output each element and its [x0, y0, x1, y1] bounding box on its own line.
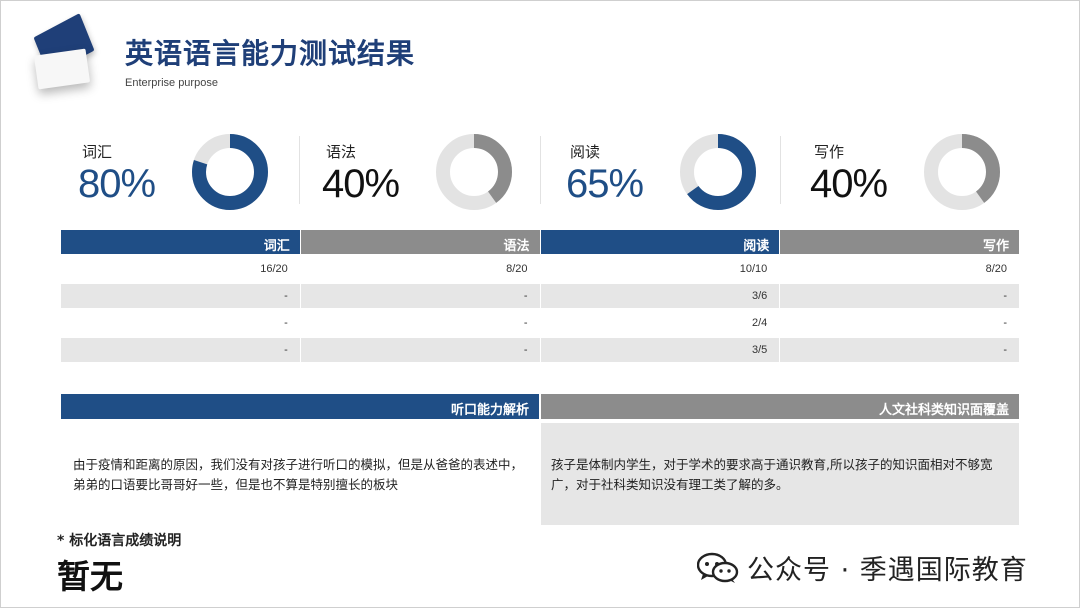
wechat-icon	[697, 552, 739, 583]
stat-vocabulary: 词汇 80%	[62, 132, 292, 214]
stat-percent: 65%	[566, 162, 644, 206]
donut-value-arc	[192, 134, 268, 210]
donut-chart-writing	[924, 134, 1000, 210]
donut-chart-grammar	[436, 134, 512, 210]
table-cell: -	[300, 284, 540, 308]
score-table: 词汇 语法 阅读 写作 16/20 8/20 10/10 8/20 - - 3/…	[61, 230, 1019, 362]
divider	[540, 136, 541, 204]
page-title: 英语语言能力测试结果	[125, 37, 416, 70]
watermark-text: 公众号 · 季遇国际教育	[747, 555, 1028, 586]
table-cell: 10/10	[739, 263, 768, 275]
table-cell: -	[523, 317, 528, 329]
stat-label: 阅读	[570, 143, 601, 161]
stat-reading: 阅读 65%	[550, 132, 780, 214]
table-row: 16/20 8/20 10/10 8/20	[61, 257, 1019, 281]
stat-label: 语法	[326, 143, 357, 161]
standardized-score-value: 暂无	[57, 557, 123, 596]
table-cell: 2/4	[751, 317, 768, 329]
donut-chart-reading	[680, 134, 756, 210]
table-cell: 8/20	[506, 263, 528, 275]
table-header-vocabulary: 词汇	[61, 230, 300, 254]
stat-grammar: 语法 40%	[306, 132, 536, 214]
listening-analysis-title: 听口能力解析	[61, 394, 539, 419]
standardized-score-label: * 标化语言成绩说明	[57, 533, 182, 549]
table-cell: -	[284, 317, 288, 329]
stat-writing: 写作 40%	[794, 132, 1024, 214]
stat-percent: 80%	[78, 162, 156, 206]
table-header-grammar: 语法	[300, 230, 540, 254]
table-header-reading: 阅读	[540, 230, 780, 254]
watermark: 公众号 · 季遇国际教育	[697, 548, 1028, 587]
logo	[30, 13, 100, 92]
table-cell: 3/5	[540, 338, 780, 362]
humanities-coverage-title: 人文社科类知识面覆盖	[541, 394, 1019, 419]
table-cell: -	[1003, 317, 1007, 329]
stat-percent: 40%	[810, 162, 888, 206]
table-cell: -	[61, 284, 300, 308]
page-subtitle: Enterprise purpose	[125, 77, 218, 89]
table-cell: -	[780, 284, 1019, 308]
table-cell: 8/20	[985, 263, 1007, 275]
divider	[299, 136, 300, 204]
donut-value-arc	[436, 134, 512, 210]
table-row: - - 3/6 -	[61, 284, 1019, 308]
humanities-coverage-text: 孩子是体制内学生，对于学术的要求高于通识教育,所以孩子的知识面相对不够宽广，对于…	[541, 423, 1019, 525]
table-cell: 16/20	[260, 263, 288, 275]
stat-label: 写作	[814, 143, 845, 161]
listening-analysis-text: 由于疫情和距离的原因，我们没有对孩子进行听口的模拟，但是从爸爸的表述中，弟弟的口…	[73, 457, 524, 492]
stat-percent: 40%	[322, 162, 400, 206]
donut-value-arc	[924, 134, 1000, 210]
donut-value-arc	[680, 134, 756, 210]
table-header-row: 词汇 语法 阅读 写作	[61, 230, 1019, 254]
donut-chart-vocabulary	[192, 134, 268, 210]
divider	[780, 136, 781, 204]
table-cell: -	[300, 338, 540, 362]
stat-label: 词汇	[82, 143, 113, 161]
table-row: - - 3/5 -	[61, 338, 1019, 362]
humanities-coverage: 人文社科类知识面覆盖 孩子是体制内学生，对于学术的要求高于通识教育,所以孩子的知…	[541, 394, 1019, 525]
table-cell: 3/6	[540, 284, 780, 308]
listening-analysis: 听口能力解析 由于疫情和距离的原因，我们没有对孩子进行听口的模拟，但是从爸爸的表…	[61, 394, 539, 495]
table-row: - - 2/4 -	[61, 311, 1019, 335]
table-cell: -	[780, 338, 1019, 362]
table-header-writing: 写作	[780, 230, 1019, 254]
table-cell: -	[61, 338, 300, 362]
